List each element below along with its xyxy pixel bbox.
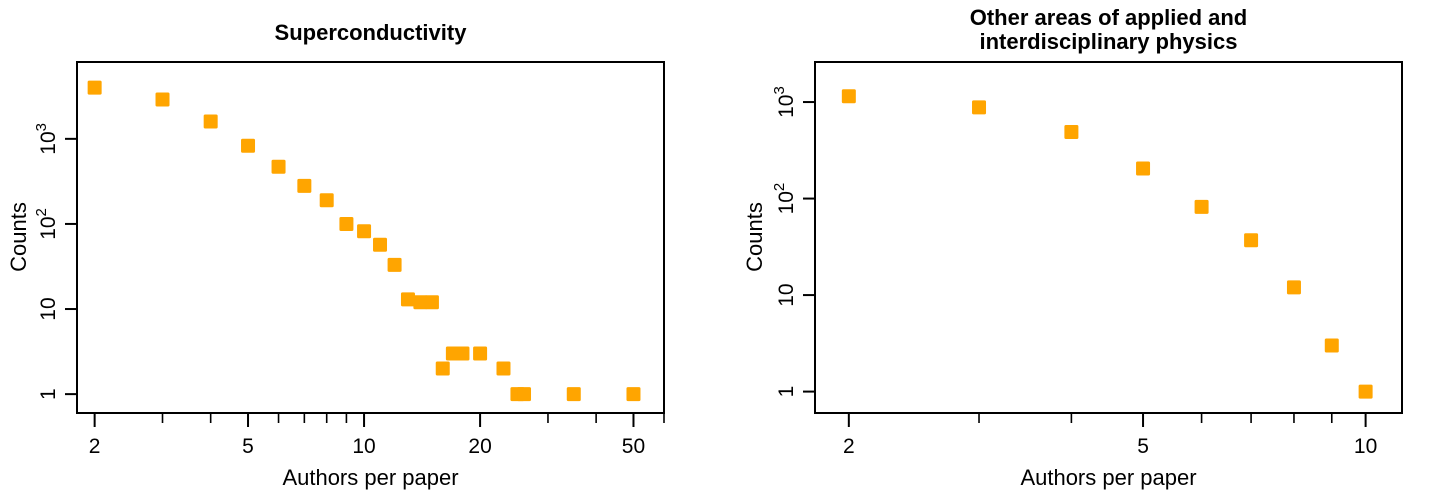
data-point (241, 138, 256, 153)
x-tick-label: 2 (843, 435, 855, 458)
plot-frame (76, 61, 665, 414)
data-point (413, 295, 428, 310)
y-tick-label-exponent: 2 (771, 183, 788, 191)
x-tick-label: 10 (352, 435, 375, 458)
data-point (271, 159, 286, 174)
data-point (1286, 280, 1301, 295)
y-tick-label-exponent: 3 (771, 86, 788, 94)
x-tick-label: 10 (1354, 435, 1377, 458)
data-point (566, 387, 581, 402)
y-tick-label-base: 10 (775, 283, 798, 306)
y-tick-label-exponent: 3 (33, 123, 50, 131)
y-tick-label-base: 10 (37, 131, 60, 154)
data-point (1136, 161, 1151, 176)
y-tick-label-base: 10 (37, 216, 60, 239)
data-point (455, 346, 470, 361)
y-tick-label-base: 10 (775, 95, 798, 118)
x-axis-label: Authors per paper (1020, 465, 1196, 490)
chart-title-line: Other areas of applied and (970, 5, 1248, 30)
y-tick-label-base: 1 (775, 386, 798, 398)
plot-frame (814, 61, 1403, 414)
data-point (373, 237, 388, 252)
y-tick-label: 1 (37, 388, 60, 400)
data-point (1064, 124, 1079, 139)
x-axis-label: Authors per paper (282, 465, 458, 490)
data-point (297, 178, 312, 193)
y-tick-label-base: 1 (37, 388, 60, 400)
y-tick-label-base: 10 (775, 191, 798, 214)
data-point (1244, 233, 1259, 248)
data-point (517, 387, 532, 402)
chart-panel-1: Superconductivity Authors per paper Counts… (6, 20, 665, 490)
data-point (203, 114, 218, 129)
y-tick-label: 103 (771, 86, 798, 118)
data-point (496, 361, 511, 376)
data-point (319, 193, 334, 208)
y-tick-label: 102 (771, 183, 798, 215)
x-tick-label: 5 (242, 435, 254, 458)
x-tick-label: 5 (1137, 435, 1149, 458)
y-tick-label: 103 (33, 123, 60, 155)
x-tick-label: 50 (622, 435, 645, 458)
chart-title-line: interdisciplinary physics (980, 29, 1238, 54)
data-point (424, 295, 439, 310)
data-point (387, 257, 402, 272)
data-point (972, 100, 987, 115)
chart-title-line: Superconductivity (275, 20, 468, 45)
data-point (339, 216, 354, 231)
data-point (1324, 338, 1339, 353)
data-point (357, 224, 372, 239)
data-point (400, 292, 415, 307)
y-tick-label: 102 (33, 208, 60, 240)
chart-panel-2: Other areas of applied andinterdisciplin… (742, 5, 1403, 490)
y-tick-label-base: 10 (37, 297, 60, 320)
y-axis-label: Counts (6, 202, 31, 272)
y-tick-label: 1 (775, 386, 798, 398)
data-point (841, 89, 856, 104)
y-tick-label: 10 (775, 283, 798, 306)
x-tick-label: 20 (468, 435, 491, 458)
y-tick-label-exponent: 2 (33, 208, 50, 216)
data-point (435, 361, 450, 376)
data-point (1194, 199, 1209, 214)
data-point (87, 80, 102, 95)
y-tick-label: 10 (37, 297, 60, 320)
data-point (155, 92, 170, 107)
data-point (473, 346, 488, 361)
y-axis-label: Counts (742, 202, 767, 272)
data-point (1358, 384, 1373, 399)
data-point (626, 387, 641, 402)
x-tick-label: 2 (89, 435, 101, 458)
